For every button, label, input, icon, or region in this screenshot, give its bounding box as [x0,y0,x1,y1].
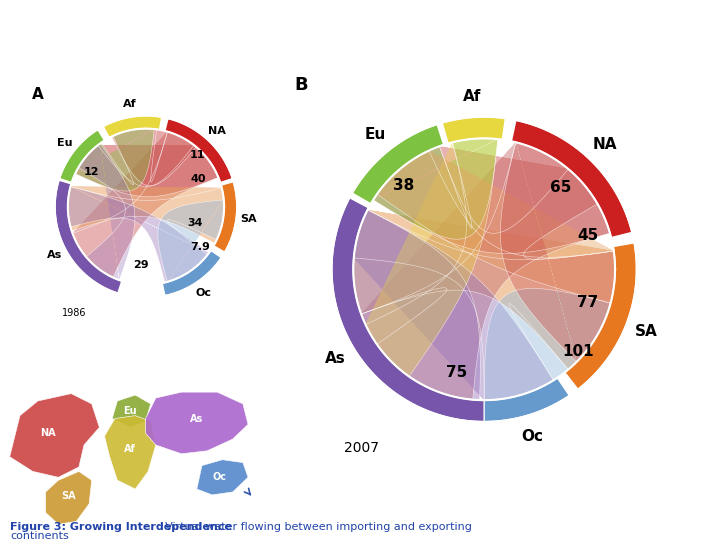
Text: Af: Af [463,89,481,104]
Polygon shape [75,128,154,191]
Text: 38: 38 [393,178,414,193]
Text: As: As [325,351,346,366]
Text: B: B [294,76,308,94]
Text: 77: 77 [577,295,598,310]
Text: As: As [46,250,62,259]
Text: NA: NA [41,428,56,438]
Text: Oc: Oc [213,472,227,483]
Polygon shape [332,198,484,422]
Text: 12: 12 [84,167,99,177]
Text: Eu: Eu [123,406,137,416]
Polygon shape [68,187,209,282]
Text: Eu: Eu [365,127,386,142]
Polygon shape [112,395,151,428]
Polygon shape [377,151,615,303]
Text: As: As [190,413,204,424]
Polygon shape [442,117,506,144]
Polygon shape [373,138,498,239]
Text: 2007: 2007 [344,441,379,455]
Polygon shape [60,129,105,183]
Polygon shape [112,128,197,186]
Text: SA: SA [241,214,257,224]
Text: 101: 101 [562,344,595,359]
Text: Oc: Oc [521,429,543,443]
Polygon shape [214,182,237,252]
Text: : Virtual water flowing between importing and exporting: : Virtual water flowing between importin… [158,522,472,532]
Polygon shape [145,392,248,454]
Polygon shape [354,210,553,400]
Text: Af: Af [125,444,136,454]
Polygon shape [75,145,219,196]
Polygon shape [484,288,611,400]
Polygon shape [165,119,232,183]
Text: Figure 3: Growing Interdependence: Figure 3: Growing Interdependence [10,522,232,532]
Polygon shape [565,243,637,389]
Polygon shape [10,394,100,477]
Text: 34: 34 [187,218,203,228]
Polygon shape [353,210,615,369]
Polygon shape [103,116,162,138]
Text: 1986: 1986 [63,308,87,318]
Polygon shape [73,132,219,277]
Polygon shape [68,187,224,243]
Polygon shape [78,144,135,280]
Polygon shape [501,143,615,362]
Polygon shape [46,472,92,524]
Polygon shape [361,143,610,400]
Text: 29: 29 [134,260,150,270]
Text: 7.9: 7.9 [191,242,211,252]
Text: 11: 11 [190,150,206,160]
Text: Eu: Eu [57,138,72,148]
Polygon shape [162,250,221,295]
Polygon shape [105,416,156,489]
Polygon shape [511,120,632,238]
Text: 40: 40 [191,175,206,184]
Text: 75: 75 [446,365,467,380]
Polygon shape [353,210,481,400]
Polygon shape [352,125,444,204]
Polygon shape [479,378,570,422]
Text: A: A [33,87,44,102]
Polygon shape [55,180,122,293]
Polygon shape [373,146,610,254]
Polygon shape [197,460,248,495]
Polygon shape [158,200,224,282]
Text: SA: SA [635,324,658,339]
Text: Oc: Oc [196,288,212,298]
Polygon shape [365,138,498,376]
Text: 65: 65 [550,180,571,195]
Text: SA: SA [61,491,76,502]
Text: continents: continents [10,531,69,541]
Text: NA: NA [208,126,226,136]
Text: 45: 45 [577,228,598,243]
Text: Af: Af [123,100,137,109]
Text: NA: NA [592,137,617,152]
